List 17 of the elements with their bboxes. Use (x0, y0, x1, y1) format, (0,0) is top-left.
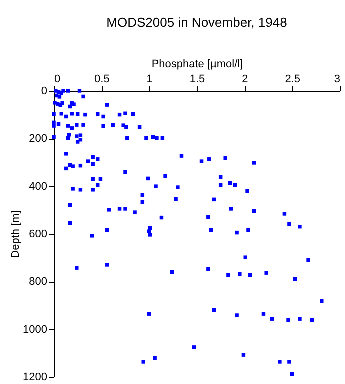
x-tick-label: 2.5 (285, 74, 300, 86)
y-tick-label: 0 (41, 86, 48, 98)
x-tick-label: 1.5 (190, 74, 206, 86)
x-tick-label: 2 (242, 74, 248, 86)
chart-title: MODS2005 in November, 1948 (106, 15, 288, 30)
y-tick-label: 800 (29, 276, 48, 288)
x-tick-label: 0 (54, 74, 61, 86)
y-tick-label: 1200 (23, 372, 48, 384)
x-tick-label: 1 (146, 74, 153, 86)
y-tick-label: 1000 (23, 324, 48, 336)
y-axis-title: Depth [m] (10, 210, 22, 258)
x-axis-title: Phosphate [µmol/l] (152, 58, 244, 70)
y-tick-label: 400 (29, 180, 48, 193)
y-tick-label: 600 (29, 228, 48, 240)
y-tick-label: 200 (29, 133, 48, 146)
x-tick-label: 0.5 (94, 74, 110, 86)
x-tick-label: 3 (334, 74, 340, 86)
